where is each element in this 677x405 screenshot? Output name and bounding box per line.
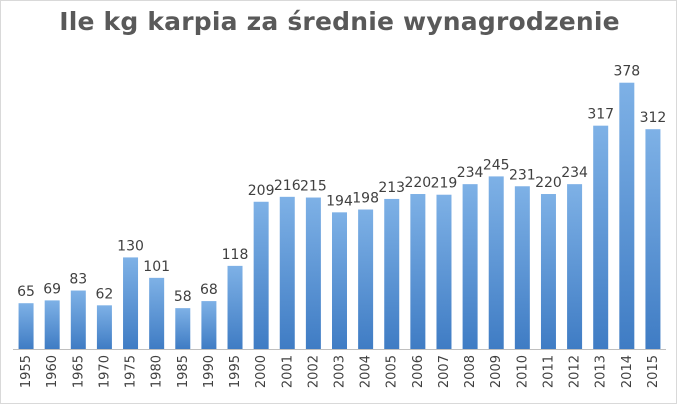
bar-2015	[645, 129, 661, 349]
x-tick-label-2013: 2013	[594, 355, 609, 388]
data-label-2009: 245	[483, 157, 510, 173]
data-label-1990: 68	[200, 282, 218, 298]
x-tick-label-2011: 2011	[541, 355, 556, 388]
bar-2000	[253, 201, 269, 349]
x-tick-label-2015: 2015	[646, 355, 661, 388]
chart-title: Ile kg karpia za średnie wynagrodzenie	[59, 7, 620, 36]
data-label-2001: 216	[274, 178, 301, 194]
bar-2004	[358, 209, 374, 349]
x-tick-label-2008: 2008	[463, 355, 478, 388]
data-label-2015: 312	[640, 110, 667, 126]
x-tick-labels-group: 1955 1960 1965 1970 1975 1980 1985 1990 1995 2000…	[19, 355, 661, 388]
data-label-2005: 213	[378, 180, 405, 196]
data-label-2006: 220	[404, 175, 431, 191]
x-tick-label-1975: 1975	[124, 355, 139, 388]
data-label-2007: 219	[431, 176, 458, 192]
data-label-1980: 101	[143, 259, 170, 275]
x-tick-label-1990: 1990	[202, 355, 217, 388]
bars-group	[18, 82, 661, 349]
data-label-2012: 234	[561, 165, 588, 181]
x-tick-label-1985: 1985	[176, 355, 191, 388]
bar-2014	[619, 82, 635, 349]
x-tick-label-2004: 2004	[359, 355, 374, 388]
data-label-2011: 220	[535, 175, 562, 191]
x-tick-label-2002: 2002	[306, 355, 321, 388]
bar-2008	[462, 184, 478, 349]
bar-1965	[70, 290, 86, 349]
x-tick-label-2014: 2014	[620, 355, 635, 388]
bar-2012	[567, 184, 583, 349]
bar-1985	[175, 308, 191, 349]
x-tick-label-2005: 2005	[385, 355, 400, 388]
x-tick-label-1955: 1955	[19, 355, 34, 388]
bar-2001	[279, 196, 295, 349]
x-tick-label-2003: 2003	[333, 355, 348, 388]
x-tick-label-1970: 1970	[97, 355, 112, 388]
x-tick-label-2000: 2000	[254, 355, 269, 388]
data-label-2014: 378	[613, 64, 640, 80]
bar-1960	[44, 300, 60, 349]
x-tick-label-1995: 1995	[228, 355, 243, 388]
x-tick-label-2007: 2007	[437, 355, 452, 388]
data-label-2000: 209	[248, 183, 275, 199]
bar-1955	[18, 303, 34, 349]
x-tick-label-2010: 2010	[515, 355, 530, 388]
data-label-1965: 83	[69, 272, 87, 288]
data-label-1970: 62	[96, 286, 114, 302]
x-tick-label-2012: 2012	[568, 355, 583, 388]
bar-2005	[384, 198, 400, 349]
bar-1975	[123, 257, 139, 349]
data-label-2003: 194	[326, 193, 353, 209]
bar-2009	[488, 176, 504, 349]
bar-2002	[305, 197, 321, 349]
bar-2006	[410, 194, 426, 349]
bar-1995	[227, 265, 243, 349]
bar-2013	[593, 125, 609, 349]
bar-2011	[540, 194, 556, 349]
x-tick-label-1965: 1965	[71, 355, 86, 388]
data-label-1985: 58	[174, 289, 192, 305]
bar-1970	[96, 305, 112, 349]
x-tick-label-1960: 1960	[45, 355, 60, 388]
data-label-2004: 198	[352, 191, 379, 207]
bar-2007	[436, 194, 452, 349]
bar-2003	[332, 212, 347, 349]
data-label-2002: 215	[300, 179, 327, 195]
bar-1980	[149, 277, 165, 349]
data-label-2008: 234	[457, 165, 484, 181]
x-tick-label-2001: 2001	[280, 355, 295, 388]
data-label-1960: 69	[43, 281, 61, 297]
data-label-1955: 65	[17, 284, 35, 300]
data-label-1995: 118	[222, 247, 249, 263]
x-tick-label-2009: 2009	[489, 355, 504, 388]
x-tick-label-1980: 1980	[150, 355, 165, 388]
data-label-2013: 317	[587, 107, 614, 123]
bar-2010	[514, 186, 530, 349]
data-label-1975: 130	[117, 238, 144, 254]
bar-1990	[201, 301, 217, 349]
x-tick-label-2006: 2006	[411, 355, 426, 388]
data-label-2010: 231	[509, 167, 536, 183]
